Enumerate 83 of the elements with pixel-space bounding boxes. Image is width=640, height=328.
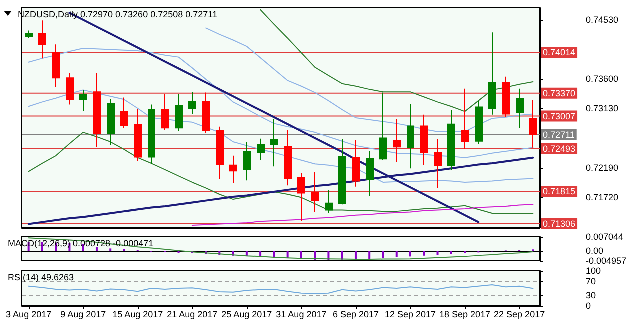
bar [354, 251, 357, 260]
candlestick [188, 92, 196, 115]
candlestick [284, 130, 292, 186]
x-tick-label: 18 Sep 2017 [440, 310, 491, 320]
candlestick [107, 98, 115, 146]
candlestick [325, 190, 333, 214]
candlestick [148, 104, 155, 165]
candlestick [202, 92, 210, 134]
candlestick [529, 100, 537, 148]
line-series [28, 48, 534, 158]
candlestick [161, 93, 169, 131]
candlestick [120, 97, 128, 129]
ref-line-label: 0.71815 [543, 186, 576, 197]
y-tick-label: 0.007044 [586, 232, 624, 242]
line-series [260, 9, 534, 112]
candlestick [311, 172, 319, 213]
y-tick-label: 30 [586, 290, 596, 300]
candlestick [52, 44, 60, 88]
candlestick [79, 90, 87, 112]
candlestick [66, 72, 74, 106]
y-tick-label: -0.004957 [586, 256, 627, 266]
bar [423, 251, 426, 256]
candlestick [488, 32, 496, 116]
y-tick-label: 100 [586, 266, 602, 276]
x-tick-label: 21 Aug 2017 [167, 310, 218, 320]
ref-line-label: 0.73370 [543, 88, 576, 98]
candlestick [516, 88, 524, 129]
x-tick-label: 25 Aug 2017 [222, 310, 272, 320]
ref-line-label: 0.74014 [543, 48, 576, 58]
line-series [206, 28, 534, 132]
bar [450, 251, 452, 254]
candlestick [270, 118, 278, 168]
candlestick [379, 92, 387, 161]
y-tick-label: 0.00 [586, 246, 604, 256]
candlestick [297, 172, 305, 222]
line-series [192, 204, 534, 226]
line-series [28, 132, 534, 214]
y-tick-label: 0.74530 [586, 15, 619, 26]
y-tick-label: 0.72190 [586, 162, 619, 173]
bar [410, 251, 412, 257]
y-tick-label: 0.73600 [586, 74, 619, 84]
candlestick [502, 76, 510, 118]
ref-line-label: 0.71306 [543, 218, 576, 229]
candlestick [338, 138, 346, 206]
candlestick [216, 126, 224, 180]
candlestick [407, 104, 414, 170]
candlestick [175, 93, 183, 132]
bar [368, 251, 371, 260]
bar [273, 251, 276, 258]
bar [110, 248, 112, 252]
ref-line-label: 0.72493 [543, 144, 576, 154]
x-tick-label: 22 Sep 2017 [494, 310, 546, 320]
candlestick [434, 138, 442, 189]
candlestick [93, 72, 101, 148]
candlestick [38, 20, 46, 60]
candlestick [420, 114, 428, 166]
x-tick-label: 31 Aug 2017 [276, 310, 327, 320]
x-tick-label: 12 Sep 2017 [384, 310, 436, 320]
candlestick [229, 155, 237, 184]
bar [436, 251, 439, 256]
y-tick-label: 0.73130 [586, 104, 619, 114]
bar [396, 251, 398, 258]
x-tick-label: 3 Aug 2017 [6, 310, 52, 320]
y-tick-label: 70 [586, 276, 596, 286]
line-series [28, 284, 534, 294]
bar [382, 251, 384, 258]
ref-line-label: 0.73007 [543, 111, 576, 122]
candlestick [461, 88, 469, 150]
candlestick [352, 140, 360, 188]
y-tick-label: 0 [586, 301, 592, 311]
ref-line-label: 0.72711 [543, 130, 575, 140]
candlestick [475, 100, 483, 146]
candlestick [393, 118, 401, 163]
candlestick [25, 30, 33, 39]
y-tick-label: 0.71720 [586, 192, 619, 203]
candlestick [447, 110, 455, 171]
x-tick-label: 15 Aug 2017 [112, 310, 164, 320]
candlestick [366, 151, 374, 197]
x-tick-label: 9 Aug 2017 [60, 310, 106, 320]
x-tick-label: 6 Sep 2017 [332, 310, 379, 320]
candlestick [257, 138, 265, 161]
candlestick [134, 108, 142, 162]
candlestick [243, 142, 251, 182]
